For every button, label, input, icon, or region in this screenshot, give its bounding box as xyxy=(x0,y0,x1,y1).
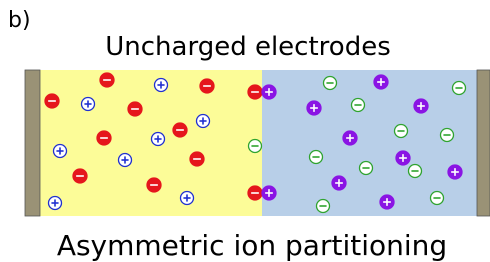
anion xyxy=(409,165,422,178)
figure: b) Uncharged electrodes Asymmetric ion p… xyxy=(0,0,490,262)
cation xyxy=(49,197,62,210)
anion xyxy=(395,125,408,138)
cation xyxy=(448,165,462,179)
right-electrode xyxy=(477,70,490,216)
anion xyxy=(310,151,323,164)
anion xyxy=(317,200,330,213)
panel-label: b) xyxy=(8,8,31,33)
cation xyxy=(181,192,194,205)
anion xyxy=(441,129,454,142)
anion xyxy=(73,169,87,183)
cation xyxy=(152,133,165,146)
top-caption: Uncharged electrodes xyxy=(105,32,391,62)
anion xyxy=(147,178,161,192)
cation xyxy=(396,151,410,165)
cation xyxy=(54,145,67,158)
anion xyxy=(431,192,444,205)
cation xyxy=(262,186,276,200)
cation xyxy=(343,131,357,145)
anion xyxy=(128,102,142,116)
cation xyxy=(155,79,168,92)
anion xyxy=(324,77,337,90)
anion xyxy=(249,140,262,153)
anion xyxy=(248,186,262,200)
cation xyxy=(262,85,276,99)
cation xyxy=(119,154,132,167)
cation xyxy=(414,99,428,113)
anion xyxy=(453,82,466,95)
cation xyxy=(82,98,95,111)
anion xyxy=(100,73,114,87)
anion xyxy=(190,152,204,166)
anion xyxy=(45,94,59,108)
cation xyxy=(332,176,346,190)
anion xyxy=(97,131,111,145)
cation xyxy=(307,101,321,115)
anion xyxy=(200,79,214,93)
cation xyxy=(197,115,210,128)
bottom-caption: Asymmetric ion partitioning xyxy=(57,229,447,262)
anion xyxy=(352,99,365,112)
cation xyxy=(374,75,388,89)
left-region xyxy=(40,70,262,216)
cation xyxy=(380,195,394,209)
anion xyxy=(248,85,262,99)
anion xyxy=(360,162,373,175)
right-region xyxy=(262,70,477,216)
left-electrode xyxy=(25,70,40,216)
anion xyxy=(173,123,187,137)
